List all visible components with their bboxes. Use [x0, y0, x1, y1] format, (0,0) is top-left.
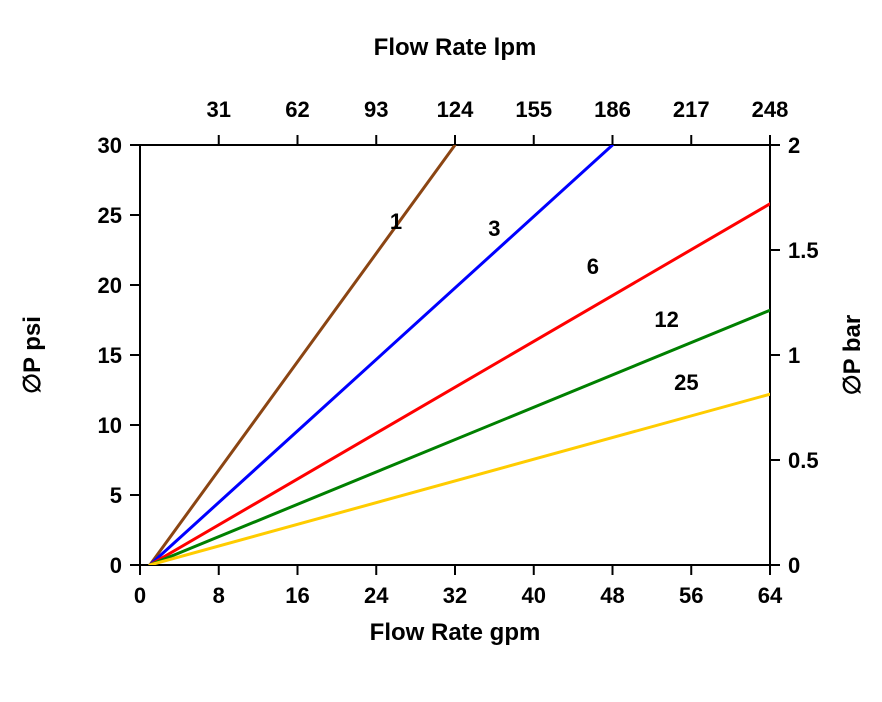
x-top-tick-label: 217 — [673, 97, 710, 122]
series-lines — [150, 145, 770, 565]
y-left-ticks: 0 5 10 15 20 25 30 — [98, 133, 140, 578]
x-bottom-tick-label: 32 — [443, 583, 467, 608]
plot-border — [140, 145, 770, 565]
x-axis-top-title: Flow Rate lpm — [374, 34, 537, 61]
series-label-25: 25 — [674, 370, 698, 395]
y-left-tick-label: 25 — [98, 203, 122, 228]
x-top-tick-label: 248 — [752, 97, 789, 122]
x-bottom-ticks: 0 8 16 24 32 40 48 56 64 — [134, 565, 783, 608]
x-top-tick-label: 155 — [515, 97, 552, 122]
x-bottom-tick-label: 24 — [364, 583, 389, 608]
y-left-tick-label: 0 — [110, 553, 122, 578]
x-bottom-tick-label: 64 — [758, 583, 783, 608]
y-right-tick-label: 2 — [788, 133, 800, 158]
y-left-tick-label: 20 — [98, 273, 122, 298]
x-top-ticks: 31 62 93 124 155 186 217 248 — [207, 97, 789, 145]
series-labels: 1 3 6 12 25 — [390, 209, 699, 395]
pressure-flow-chart: Flow Rate lpm Flow Rate gpm ∅P psi ∅P ba… — [0, 0, 882, 702]
y-left-tick-label: 15 — [98, 343, 122, 368]
y-left-tick-label: 10 — [98, 413, 122, 438]
x-top-tick-label: 31 — [207, 97, 231, 122]
x-bottom-tick-label: 0 — [134, 583, 146, 608]
series-label-1: 1 — [390, 209, 402, 234]
y-left-tick-label: 5 — [110, 483, 122, 508]
x-bottom-tick-label: 40 — [522, 583, 546, 608]
series-label-12: 12 — [654, 307, 678, 332]
series-label-6: 6 — [587, 254, 599, 279]
y-left-tick-label: 30 — [98, 133, 122, 158]
series-label-3: 3 — [488, 216, 500, 241]
x-top-tick-label: 124 — [437, 97, 474, 122]
y-right-tick-label: 0.5 — [788, 448, 819, 473]
x-axis-bottom-title: Flow Rate gpm — [370, 619, 541, 646]
x-bottom-tick-label: 8 — [213, 583, 225, 608]
y-axis-left-title: ∅P psi — [19, 316, 46, 394]
x-bottom-tick-label: 56 — [679, 583, 703, 608]
x-top-tick-label: 186 — [594, 97, 631, 122]
x-bottom-tick-label: 48 — [600, 583, 624, 608]
y-right-tick-label: 1.5 — [788, 238, 819, 263]
y-right-tick-label: 0 — [788, 553, 800, 578]
x-top-tick-label: 93 — [364, 97, 388, 122]
x-bottom-tick-label: 16 — [285, 583, 309, 608]
y-right-ticks: 0 0.5 1 1.5 2 — [770, 133, 819, 578]
y-right-tick-label: 1 — [788, 343, 800, 368]
y-axis-right-title: ∅P bar — [839, 315, 866, 396]
x-top-tick-label: 62 — [285, 97, 309, 122]
